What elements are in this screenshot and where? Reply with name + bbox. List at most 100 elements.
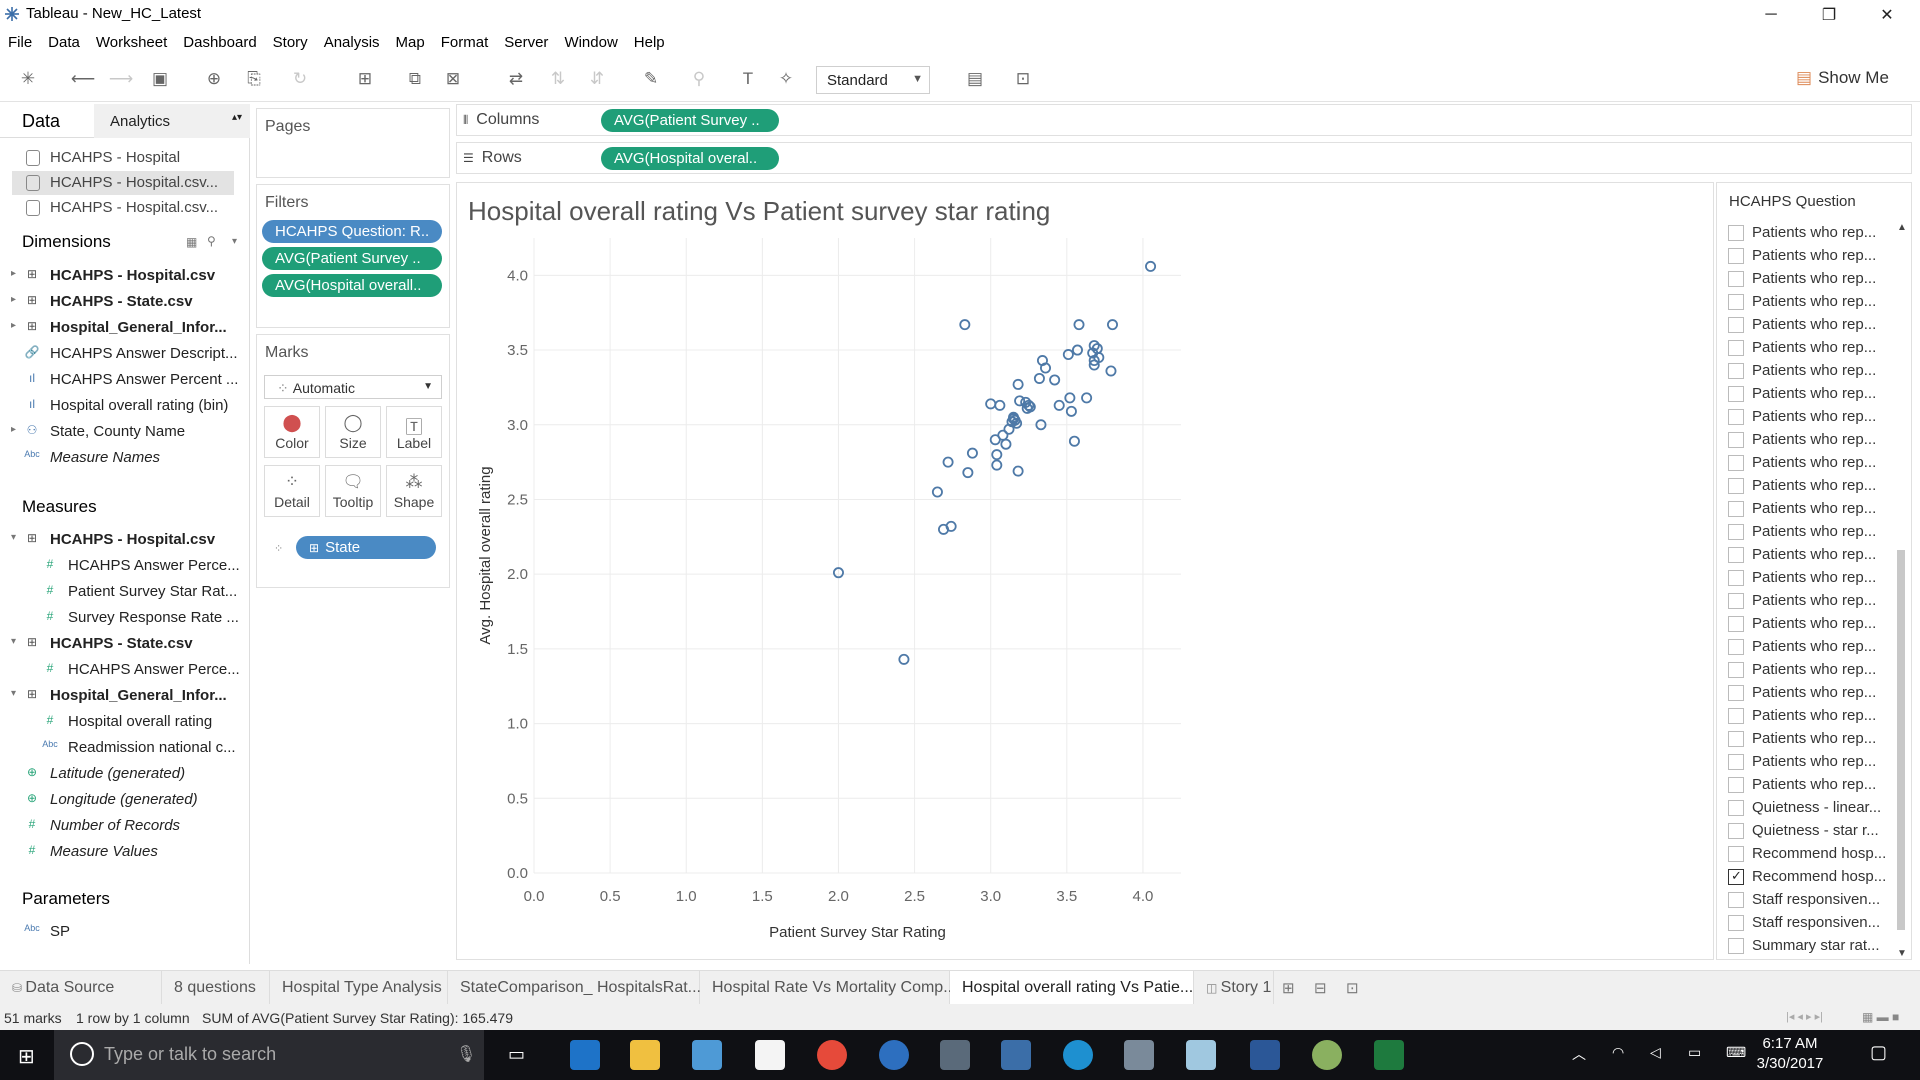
menu-dashboard[interactable]: Dashboard xyxy=(183,34,257,51)
quick-filter-item[interactable]: Patients who rep... xyxy=(1728,337,1896,360)
field-item[interactable]: 🔗 HCAHPS Answer Descript... xyxy=(0,342,248,366)
scatter-point[interactable] xyxy=(966,447,978,459)
checkbox[interactable] xyxy=(1728,340,1744,356)
file-explorer-icon[interactable] xyxy=(630,1040,660,1070)
menu-server[interactable]: Server xyxy=(504,34,549,51)
scatter-point[interactable] xyxy=(832,567,844,579)
scatter-point[interactable] xyxy=(898,653,910,665)
datasource-item[interactable]: HCAHPS - Hospital.csv... xyxy=(12,196,234,220)
field-item[interactable]: ⊕ Longitude (generated) xyxy=(0,788,248,812)
quick-filter-item[interactable]: Patients who rep... xyxy=(1728,314,1896,337)
mark-label-button[interactable]: 🅃 Label xyxy=(386,406,442,458)
sheet-tab[interactable]: Hospital Rate Vs Mortality Comp... xyxy=(700,971,957,1005)
menu-worksheet[interactable]: Worksheet xyxy=(95,34,168,51)
checkbox[interactable] xyxy=(1728,363,1744,379)
scatter-point[interactable] xyxy=(1040,362,1052,374)
tableau-start-icon[interactable]: ✳ xyxy=(20,69,36,88)
scatter-point[interactable] xyxy=(1088,359,1100,371)
tray-chevron-icon[interactable]: ︿ xyxy=(1572,1046,1586,1062)
quick-filter-item[interactable]: Patients who rep... xyxy=(1728,705,1896,728)
sheet-tab[interactable]: Hospital Type Analysis xyxy=(270,971,448,1005)
filter-pill[interactable]: AVG(Hospital overall.. xyxy=(262,274,442,297)
menu-analysis[interactable]: Analysis xyxy=(323,34,380,51)
scatter-point[interactable] xyxy=(942,456,954,468)
minimize-button[interactable]: ─ xyxy=(1765,6,1777,23)
new-story-icon[interactable]: ⊡ xyxy=(1346,980,1359,997)
scatter-point[interactable] xyxy=(1106,319,1118,331)
field-item[interactable]: ▾ ⊞ Hospital_General_Infor... xyxy=(0,684,248,708)
task-view-icon[interactable]: ▭ xyxy=(508,1044,526,1064)
quick-filter-item[interactable]: Patients who rep... xyxy=(1728,452,1896,475)
sort-descending-icon[interactable]: ⇵ xyxy=(589,69,605,88)
checkbox[interactable] xyxy=(1728,800,1744,816)
database-icon[interactable] xyxy=(1124,1040,1154,1070)
view-toggle-icon[interactable]: ▦ xyxy=(186,235,198,249)
highlight-icon[interactable]: ✎ xyxy=(643,69,659,88)
checkbox[interactable] xyxy=(1728,386,1744,402)
field-item[interactable]: ⊕ Latitude (generated) xyxy=(0,762,248,786)
scatter-point[interactable] xyxy=(931,486,943,498)
rows-pill[interactable]: AVG(Hospital overal.. xyxy=(601,147,779,170)
checkbox[interactable]: ✓ xyxy=(1728,868,1744,885)
field-item[interactable]: # Survey Response Rate ... xyxy=(0,606,248,630)
scatter-point[interactable] xyxy=(1008,411,1020,423)
quick-filter-item[interactable]: Patients who rep... xyxy=(1728,521,1896,544)
field-item[interactable]: ▾ ⊞ HCAHPS - State.csv xyxy=(0,632,248,656)
checkbox[interactable] xyxy=(1728,616,1744,632)
quick-filter-item[interactable]: Patients who rep... xyxy=(1728,774,1896,797)
checkbox[interactable] xyxy=(1728,731,1744,747)
chrome-icon[interactable] xyxy=(817,1040,847,1070)
quick-filter-item[interactable]: Patients who rep... xyxy=(1728,751,1896,774)
checkbox[interactable] xyxy=(1728,317,1744,333)
field-item[interactable]: Abc Readmission national c... xyxy=(0,736,248,760)
scatter-point[interactable] xyxy=(994,399,1006,411)
checkbox[interactable] xyxy=(1728,593,1744,609)
scatter-point[interactable] xyxy=(1012,465,1024,477)
store-icon[interactable] xyxy=(692,1040,722,1070)
keyboard-icon[interactable]: ⌨ xyxy=(1726,1044,1747,1060)
scatter-point[interactable] xyxy=(1053,399,1065,411)
scroll-up-icon[interactable]: ▲ xyxy=(1897,222,1907,233)
sheet-tab[interactable]: StateComparison_ HospitalsRat... xyxy=(448,971,701,1005)
quick-filter-item[interactable]: Patients who rep... xyxy=(1728,291,1896,314)
sheet-tab[interactable]: ⛁ Data Source xyxy=(0,971,162,1005)
save-icon[interactable]: ▣ xyxy=(151,69,169,88)
checkbox[interactable] xyxy=(1728,409,1744,425)
field-item[interactable]: # Hospital overall rating xyxy=(0,710,248,734)
field-item[interactable]: Abc SP xyxy=(0,920,248,944)
checkbox[interactable] xyxy=(1728,777,1744,793)
checkbox[interactable] xyxy=(1728,547,1744,563)
mark-color-button[interactable]: ⬤ Color xyxy=(264,406,320,458)
sheet-tab[interactable]: 8 questions xyxy=(162,971,270,1005)
quick-filter-item[interactable]: Patients who rep... xyxy=(1728,268,1896,291)
columns-pill[interactable]: AVG(Patient Survey .. xyxy=(601,109,779,132)
scatter-point[interactable] xyxy=(991,449,1003,461)
scrollbar-thumb[interactable] xyxy=(1897,550,1905,930)
quick-filter-item[interactable]: Patients who rep... xyxy=(1728,245,1896,268)
expand-caret-icon[interactable]: ▾ xyxy=(11,688,17,699)
checkbox[interactable] xyxy=(1728,225,1744,241)
field-item[interactable]: ▾ ⊞ HCAHPS - Hospital.csv xyxy=(0,528,248,552)
checkbox[interactable] xyxy=(1728,524,1744,540)
expand-caret-icon[interactable]: ▸ xyxy=(11,320,17,331)
clear-sheet-icon[interactable]: ⊠ xyxy=(445,69,461,88)
quick-filter-item[interactable]: Summary star rat... xyxy=(1728,935,1896,958)
field-item[interactable]: # HCAHPS Answer Perce... xyxy=(0,554,248,578)
field-item[interactable]: ▸ ⊞ HCAHPS - State.csv xyxy=(0,290,248,314)
show-cards-icon[interactable]: ▤ xyxy=(966,69,984,88)
scatter-point[interactable] xyxy=(1062,349,1074,361)
detail-pill-state[interactable]: ⊞ State xyxy=(296,536,436,559)
battery-icon[interactable]: ▭ xyxy=(1688,1044,1702,1060)
quick-filter-item[interactable]: Patients who rep... xyxy=(1728,567,1896,590)
field-item[interactable]: ▸ ⊞ HCAHPS - Hospital.csv xyxy=(0,264,248,288)
quick-filter-item[interactable]: Patients who rep... xyxy=(1728,429,1896,452)
field-item[interactable]: Abc Measure Names xyxy=(0,446,248,470)
tab-analytics[interactable]: Analytics ▴▾ xyxy=(94,104,250,138)
new-worksheet-icon[interactable]: ⊞ xyxy=(357,69,373,88)
sql-icon[interactable] xyxy=(940,1040,970,1070)
quick-filter-item[interactable]: Recommend hosp... xyxy=(1728,843,1896,866)
expand-caret-icon[interactable]: ▸ xyxy=(11,268,17,279)
scatter-point[interactable] xyxy=(1033,372,1045,384)
quick-filter-item[interactable]: Patients who rep... xyxy=(1728,222,1896,245)
checkbox[interactable] xyxy=(1728,639,1744,655)
